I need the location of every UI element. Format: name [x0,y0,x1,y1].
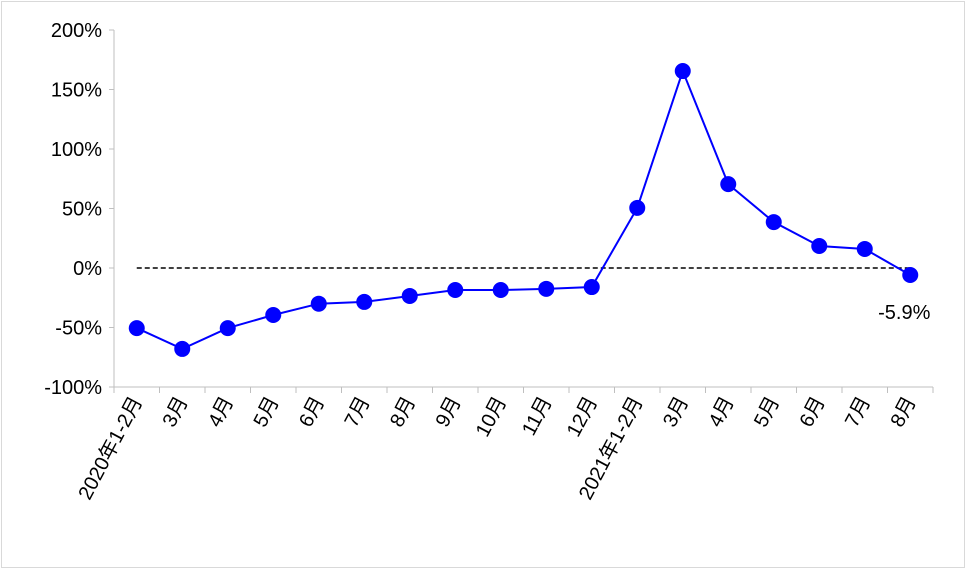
data-point [856,240,873,257]
data-point [811,237,828,254]
data-point [674,63,691,80]
data-point [310,295,327,312]
data-point [902,267,919,284]
data-point [765,214,782,231]
data-point [720,176,737,193]
data-point [128,320,145,337]
y-tick-label: -50% [55,318,102,340]
data-point [265,307,282,324]
y-tick-label: 200% [51,20,102,42]
data-point [629,199,646,216]
data-point [174,340,191,357]
data-point [583,279,600,296]
y-tick-label: 100% [51,139,102,161]
data-point [492,282,509,299]
data-point [356,293,373,310]
y-tick-label: 150% [51,80,102,102]
data-label: -5.9% [878,302,930,324]
y-tick-label: 0% [73,258,102,280]
data-point [401,287,418,304]
y-tick-label: 50% [62,199,102,221]
data-point [538,280,555,297]
y-tick-label: -100% [44,377,102,399]
data-point [447,282,464,299]
data-point [219,320,236,337]
